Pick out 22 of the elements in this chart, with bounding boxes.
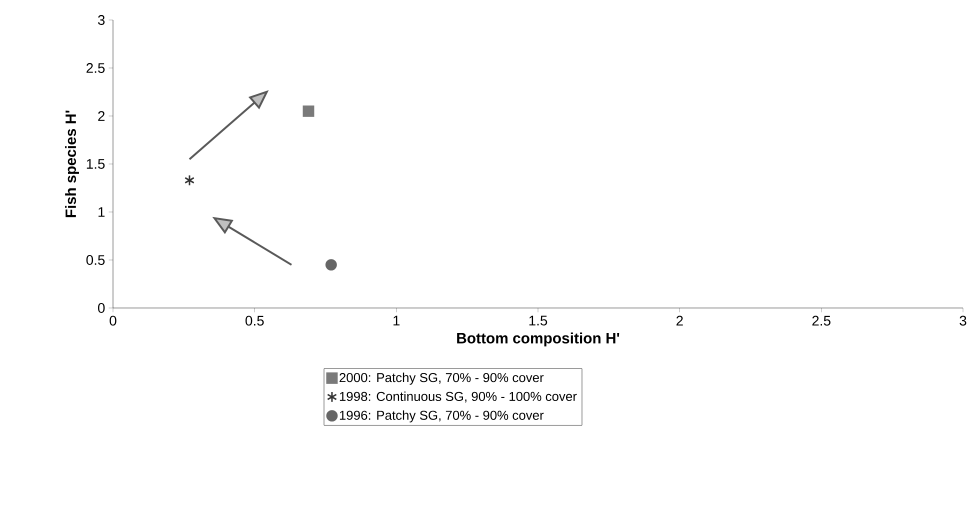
y-tick-label: 3	[98, 15, 105, 25]
x-tick-label: 1.5	[529, 316, 548, 326]
y-tick-label: 2	[98, 111, 105, 121]
x-tick-label: 2.5	[812, 316, 830, 326]
legend-label: 1998: Continuous SG, 90% - 100% cover	[340, 392, 577, 403]
point	[302, 105, 314, 117]
y-axis-title: Fish species H'	[65, 110, 79, 218]
x-tick-label: 3	[960, 316, 966, 326]
legend-label: 1996: Patchy SG, 70% - 90% cover	[340, 410, 544, 422]
y-tick-label: 0.5	[86, 255, 105, 265]
x-tick-label: 0.5	[246, 316, 264, 326]
y-tick-label: 2.5	[86, 63, 105, 73]
y-tick-label: 1.5	[86, 159, 105, 169]
x-axis-title: Bottom composition H'	[457, 332, 620, 346]
point	[325, 259, 337, 271]
x-tick-label: 0	[110, 316, 116, 326]
y-tick-label: 0	[98, 303, 105, 313]
x-tick-label: 2	[676, 316, 683, 326]
y-tick-label: 1	[98, 207, 105, 217]
legend-label: 2000: Patchy SG, 70% - 90% cover	[340, 372, 544, 385]
x-tick-label: 1	[394, 316, 400, 326]
point	[184, 174, 195, 186]
